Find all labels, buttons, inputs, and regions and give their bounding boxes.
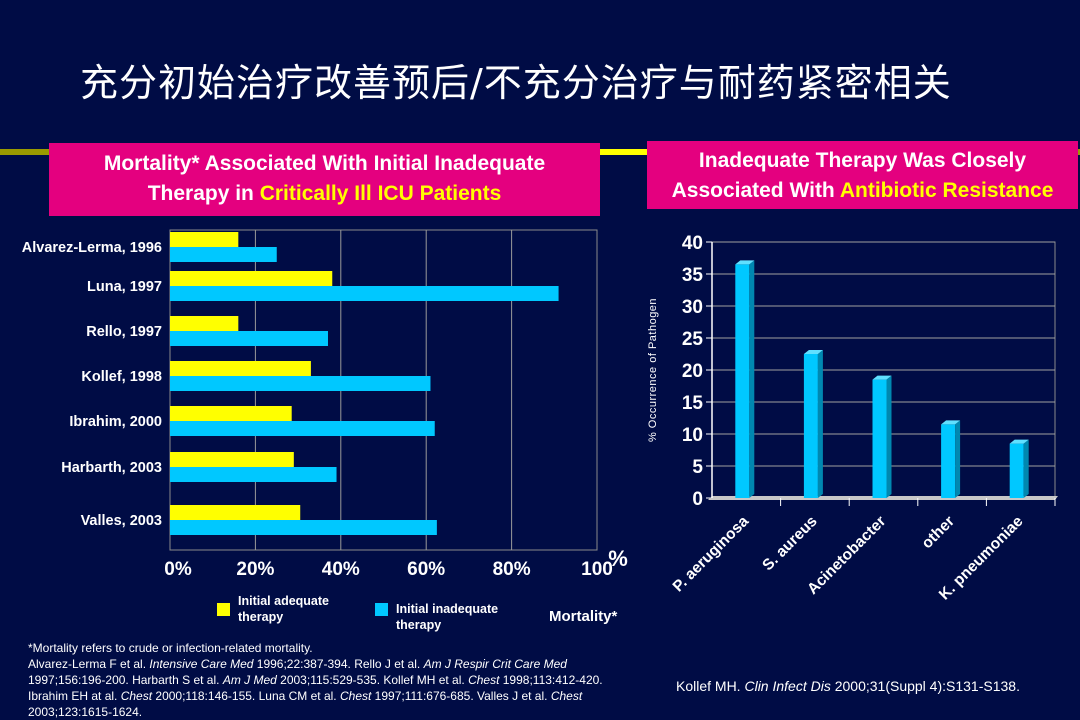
y-tick-label: 5 <box>692 457 703 478</box>
reference-part-2: 1996;22:387-394. Rello J et al. <box>253 657 424 671</box>
citation: Kollef MH. Clin Infect Dis 2000;31(Suppl… <box>676 678 1020 694</box>
bar-side <box>1023 439 1029 498</box>
bar-inadequate <box>170 247 277 262</box>
legend-label-inadequate: Initial inadequate therapy <box>396 602 499 632</box>
page-title: 充分初始治疗改善预后/不充分治疗与耐药紧密相关 <box>80 61 952 105</box>
bar-inadequate <box>170 421 435 436</box>
x-tick-label: 0% <box>164 559 192 580</box>
bar-pathogen <box>803 354 818 498</box>
x-category-label: S. aureus <box>759 513 820 574</box>
bar-top <box>872 375 892 380</box>
bar-adequate <box>170 316 239 331</box>
bar-pathogen <box>735 264 750 498</box>
bar-adequate <box>170 505 301 520</box>
footnote-block: *Mortality refers to crude or infection-… <box>28 640 613 720</box>
stripe-middle <box>600 149 648 155</box>
citation-journal: Clin Infect Dis <box>744 678 831 694</box>
x-tick-label: 20% <box>236 559 274 580</box>
left-header-prefix: Therapy in <box>147 182 260 205</box>
bar-top <box>803 350 823 354</box>
category-label: Ibrahim, 2000 <box>69 414 162 430</box>
reference-part-7: Chest <box>468 673 500 687</box>
right-chart-header: Inadequate Therapy Was Closely Associate… <box>647 141 1078 209</box>
y-tick-label: 0 <box>692 489 703 510</box>
x-tick-label: 80% <box>493 559 531 580</box>
bar-adequate <box>170 361 311 376</box>
bar-pathogen <box>941 424 956 498</box>
bar-pathogen <box>872 379 887 498</box>
citation-suffix: 2000;31(Suppl 4):S131-S138. <box>830 678 1020 694</box>
left-header-line1: Mortality* Associated With Initial Inade… <box>103 152 546 175</box>
reference-part-6: 2003;115:529-535. Kollef MH et al. <box>276 673 469 687</box>
bar-top <box>1009 439 1029 444</box>
right-header-line2: Associated With Antibiotic Resistance <box>647 176 1078 206</box>
footnote: *Mortality refers to crude or infection-… <box>28 641 313 655</box>
legend-swatch-inadequate <box>375 603 388 616</box>
bar-adequate <box>170 232 239 247</box>
left-header-line2: Therapy in Critically Ill ICU Patients <box>49 179 600 209</box>
bar-adequate <box>170 271 333 286</box>
legend-swatch-adequate <box>217 603 230 616</box>
reference-part-9: Chest <box>120 689 153 703</box>
bar-adequate <box>170 406 292 421</box>
right-header-line1: Inadequate Therapy Was Closely <box>698 149 1027 172</box>
y-axis-label: % Occurrence of Pathogen <box>647 298 659 442</box>
reference-part-0: Alvarez-Lerma F et al. <box>28 657 150 671</box>
left-header-highlight: Critically Ill ICU Patients <box>259 182 502 205</box>
mortality-axis-label: Mortality* <box>549 608 618 625</box>
bar-adequate <box>170 452 294 467</box>
x-tick-label: 100 <box>581 559 613 580</box>
category-label: Luna, 1997 <box>87 279 162 295</box>
bar-inadequate <box>170 376 431 391</box>
x-category-label: P. aeruginosa <box>670 513 753 596</box>
bar-inadequate <box>170 467 337 482</box>
category-label: Valles, 2003 <box>81 513 162 529</box>
mortality-bar-chart: Alvarez-Lerma, 1996 Luna, 1997 Rello, 1997… <box>22 229 628 580</box>
bar-inadequate <box>170 331 328 346</box>
y-tick-label: 40 <box>682 233 703 254</box>
category-label: Alvarez-Lerma, 1996 <box>22 240 162 256</box>
y-tick-label: 20 <box>682 361 703 382</box>
bar-inadequate <box>170 520 437 535</box>
reference-part-1: Intensive Care Med <box>149 657 254 671</box>
y-tick-label: 15 <box>682 393 704 414</box>
category-label: Harbarth, 2003 <box>61 460 162 476</box>
reference-part-12: 1997;111:676-685. Valles J et al. <box>371 689 551 703</box>
references: Alvarez-Lerma F et al. Intensive Care Me… <box>28 656 613 720</box>
bar-inadequate <box>170 286 559 301</box>
y-tick-label: 35 <box>682 265 704 286</box>
bar-pathogen <box>1009 443 1024 498</box>
reference-part-5: Am J Med <box>222 673 277 687</box>
bar-top <box>735 260 755 265</box>
y-tick-label: 25 <box>682 329 704 350</box>
x-unit-label: % <box>608 546 628 571</box>
y-tick-label: 10 <box>682 425 703 446</box>
bar-side <box>817 350 823 498</box>
left-chart-header: Mortality* Associated With Initial Inade… <box>49 143 600 216</box>
x-category-label: other <box>919 513 958 552</box>
citation-prefix: Kollef MH. <box>676 678 745 694</box>
category-label: Kollef, 1998 <box>81 369 162 385</box>
right-header-highlight: Antibiotic Resistance <box>839 179 1054 202</box>
reference-part-14: 2003;123:1615-1624. <box>28 705 143 719</box>
reference-part-11: Chest <box>339 689 372 703</box>
bar-side <box>749 260 755 498</box>
right-header-prefix: Associated With <box>671 179 840 202</box>
bar-side <box>886 375 892 498</box>
y-tick-label: 30 <box>682 297 703 318</box>
reference-part-8: 1998;113:412-420. Ibrahim EH at al. <box>28 673 603 703</box>
stripe-left <box>0 149 50 155</box>
legend-label-adequate: Initial adequate therapy <box>238 594 329 624</box>
bar-side <box>955 420 961 498</box>
x-tick-label: 60% <box>407 559 445 580</box>
bar-top <box>941 420 961 425</box>
reference-part-10: 2000;118:146-155. Luna CM et al. <box>152 689 340 703</box>
reference-part-4: 1997;156:196-200. Harbarth S et al. <box>28 673 223 687</box>
x-tick-label: 40% <box>322 559 360 580</box>
category-label: Rello, 1997 <box>86 324 162 340</box>
reference-part-3: Am J Respir Crit Care Med <box>423 657 567 671</box>
reference-part-13: Chest <box>550 689 583 703</box>
